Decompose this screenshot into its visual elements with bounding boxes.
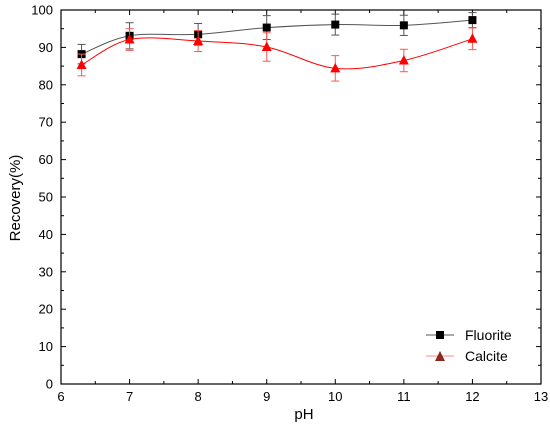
legend-marker-calcite xyxy=(435,351,445,361)
y-tick-label: 80 xyxy=(39,77,53,92)
x-tick-label: 11 xyxy=(397,389,411,404)
x-tick-label: 12 xyxy=(465,389,479,404)
y-tick-label: 20 xyxy=(39,302,53,317)
data-point-fluorite xyxy=(468,16,477,25)
y-tick-label: 40 xyxy=(39,227,53,242)
data-point-fluorite xyxy=(262,23,271,32)
x-tick-label: 10 xyxy=(328,389,342,404)
data-point-calcite xyxy=(124,34,135,44)
x-tick-label: 9 xyxy=(263,389,270,404)
data-point-calcite xyxy=(330,62,341,73)
x-tick-label: 13 xyxy=(534,389,548,404)
x-tick-label: 8 xyxy=(195,389,202,404)
legend-label-fluorite: Fluorite xyxy=(465,327,512,343)
legend-marker-fluorite xyxy=(436,331,444,339)
legend-label-calcite: Calcite xyxy=(465,348,508,364)
data-point-fluorite xyxy=(331,20,340,29)
data-point-calcite xyxy=(398,54,409,65)
x-axis-label: pH xyxy=(294,406,313,423)
series-layer xyxy=(76,12,478,82)
series-line-fluorite xyxy=(81,19,473,55)
legend-item-fluorite: Fluorite xyxy=(426,327,512,343)
legend: Fluorite Calcite xyxy=(426,327,512,364)
y-axis-label: Recovery(%) xyxy=(7,155,24,242)
series-line-calcite xyxy=(81,37,473,70)
x-tick-label: 7 xyxy=(126,389,133,404)
x-tick-label: 6 xyxy=(57,389,64,404)
axis-ticks: 6 7 8 9 10 11 12 13 0 10 20 30 40 50 60 70 80 90 100 xyxy=(31,3,548,405)
y-tick-label: 60 xyxy=(39,152,53,167)
data-point-calcite xyxy=(193,35,204,46)
data-point-calcite xyxy=(261,41,272,52)
y-tick-label: 0 xyxy=(46,377,53,392)
y-tick-label: 10 xyxy=(39,339,53,354)
y-tick-label: 30 xyxy=(39,264,53,279)
series-calcite xyxy=(76,27,478,82)
y-tick-label: 90 xyxy=(39,40,53,55)
y-tick-label: 50 xyxy=(39,190,53,205)
legend-item-calcite: Calcite xyxy=(426,348,508,364)
data-point-calcite xyxy=(467,33,478,43)
y-tick-label: 70 xyxy=(39,115,53,130)
data-point-calcite xyxy=(76,59,87,69)
data-point-fluorite xyxy=(399,21,408,30)
y-tick-label: 100 xyxy=(31,3,53,18)
